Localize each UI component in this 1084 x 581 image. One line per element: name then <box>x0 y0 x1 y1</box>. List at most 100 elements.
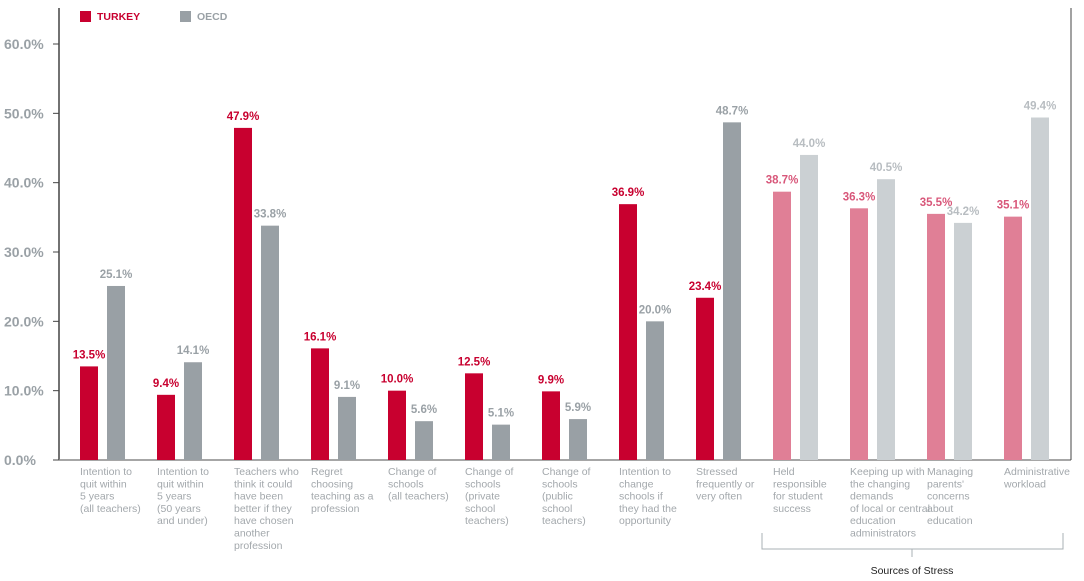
category-label: profession <box>234 540 283 552</box>
value-label-oecd: 20.0% <box>639 304 672 316</box>
value-label-oecd: 14.1% <box>177 345 210 357</box>
category-label: (private <box>465 491 500 503</box>
bar-oecd <box>415 421 433 460</box>
legend-label-turkey: TURKEY <box>97 11 140 23</box>
bar-turkey <box>80 366 98 460</box>
value-label-turkey: 38.7% <box>766 175 799 187</box>
category-label: have been <box>234 491 283 503</box>
bar-turkey <box>696 297 714 460</box>
category-label: Stressed <box>696 466 738 478</box>
category-label: teachers) <box>465 515 509 527</box>
legend-label-oecd: OECD <box>197 11 228 23</box>
value-label-turkey: 36.3% <box>843 191 876 203</box>
category-label: better if they <box>234 503 293 515</box>
category-label: Intention to <box>80 466 132 478</box>
category-label: Change of <box>542 466 591 478</box>
category-label: responsible <box>773 478 827 490</box>
value-label-oecd: 48.7% <box>716 105 749 117</box>
category-label: (50 years <box>157 503 201 515</box>
value-label-oecd: 25.1% <box>100 269 133 281</box>
bar-oecd <box>954 222 972 460</box>
bar-turkey <box>465 373 483 460</box>
value-label-turkey: 35.1% <box>997 200 1030 212</box>
category-label: (all teachers) <box>80 503 141 515</box>
category-label: change <box>619 478 654 490</box>
bar-oecd <box>569 419 587 460</box>
category-label: administrators <box>850 528 916 540</box>
category-label: Held <box>773 466 795 478</box>
category-label: demands <box>850 491 893 503</box>
bar-oecd <box>1031 117 1049 460</box>
y-tick-label: 30.0% <box>4 244 44 260</box>
category-label: (all teachers) <box>388 491 449 503</box>
value-label-oecd: 34.2% <box>947 206 980 218</box>
value-label-turkey: 35.5% <box>920 197 953 209</box>
category-label: Intention to <box>157 466 209 478</box>
category-label: education <box>850 515 896 527</box>
category-label: they had the <box>619 503 677 515</box>
category-label: opportunity <box>619 515 672 527</box>
category-label: quit within <box>157 478 204 490</box>
bar-turkey <box>234 127 252 460</box>
bar-turkey <box>388 390 406 460</box>
category-label: parents' <box>927 478 964 490</box>
bar-oecd <box>184 362 202 460</box>
value-label-turkey: 36.9% <box>612 187 645 199</box>
category-label: Intention to <box>619 466 671 478</box>
category-label: schools <box>465 478 501 490</box>
value-label-oecd: 49.4% <box>1024 100 1057 112</box>
category-label: success <box>773 503 811 515</box>
value-label-oecd: 9.1% <box>334 380 360 392</box>
category-label: teaching as a <box>311 491 374 503</box>
category-label: very often <box>696 491 742 503</box>
category-label: and under) <box>157 515 208 527</box>
y-tick-label: 0.0% <box>4 452 36 468</box>
value-label-oecd: 5.1% <box>488 408 514 420</box>
y-tick-label: 60.0% <box>4 36 44 52</box>
category-label: (public <box>542 491 573 503</box>
category-label: have chosen <box>234 515 294 527</box>
category-label: Keeping up with <box>850 466 925 478</box>
bar-oecd <box>646 321 664 460</box>
value-label-turkey: 9.4% <box>153 378 179 390</box>
y-tick-label: 20.0% <box>4 313 44 329</box>
category-label: Regret <box>311 466 343 478</box>
category-label: schools <box>388 478 424 490</box>
category-label: schools <box>542 478 578 490</box>
y-tick-label: 50.0% <box>4 105 44 121</box>
category-label: the changing <box>850 478 910 490</box>
value-label-turkey: 10.0% <box>381 374 414 386</box>
bar-oecd <box>261 225 279 460</box>
category-label: of local or central <box>850 503 930 515</box>
category-label: think it could <box>234 478 293 490</box>
bracket-label: Sources of Stress <box>871 565 954 577</box>
value-label-turkey: 12.5% <box>458 356 491 368</box>
category-label: teachers) <box>542 515 586 527</box>
category-label: 5 years <box>80 491 114 503</box>
category-label: profession <box>311 503 360 515</box>
bar-oecd <box>107 285 125 460</box>
bar-turkey <box>542 391 560 460</box>
category-label: frequently or <box>696 478 755 490</box>
category-label: quit within <box>80 478 127 490</box>
bar-oecd <box>338 396 356 460</box>
value-label-turkey: 13.5% <box>73 349 106 361</box>
category-label: education <box>927 515 973 527</box>
value-label-turkey: 9.9% <box>538 374 564 386</box>
category-label: Teachers who <box>234 466 299 478</box>
bar-turkey <box>773 191 791 460</box>
category-label: another <box>234 528 270 540</box>
value-label-turkey: 47.9% <box>227 111 260 123</box>
category-label: for student <box>773 491 823 503</box>
value-label-turkey: 16.1% <box>304 331 337 343</box>
category-label: about <box>927 503 953 515</box>
bar-turkey <box>311 348 329 460</box>
category-label: schools if <box>619 491 663 503</box>
category-label: 5 years <box>157 491 191 503</box>
value-label-oecd: 5.6% <box>411 404 437 416</box>
category-label: concerns <box>927 491 970 503</box>
bar-oecd <box>723 122 741 460</box>
value-label-turkey: 23.4% <box>689 281 722 293</box>
category-label: school <box>542 503 572 515</box>
category-label: workload <box>1003 478 1046 490</box>
